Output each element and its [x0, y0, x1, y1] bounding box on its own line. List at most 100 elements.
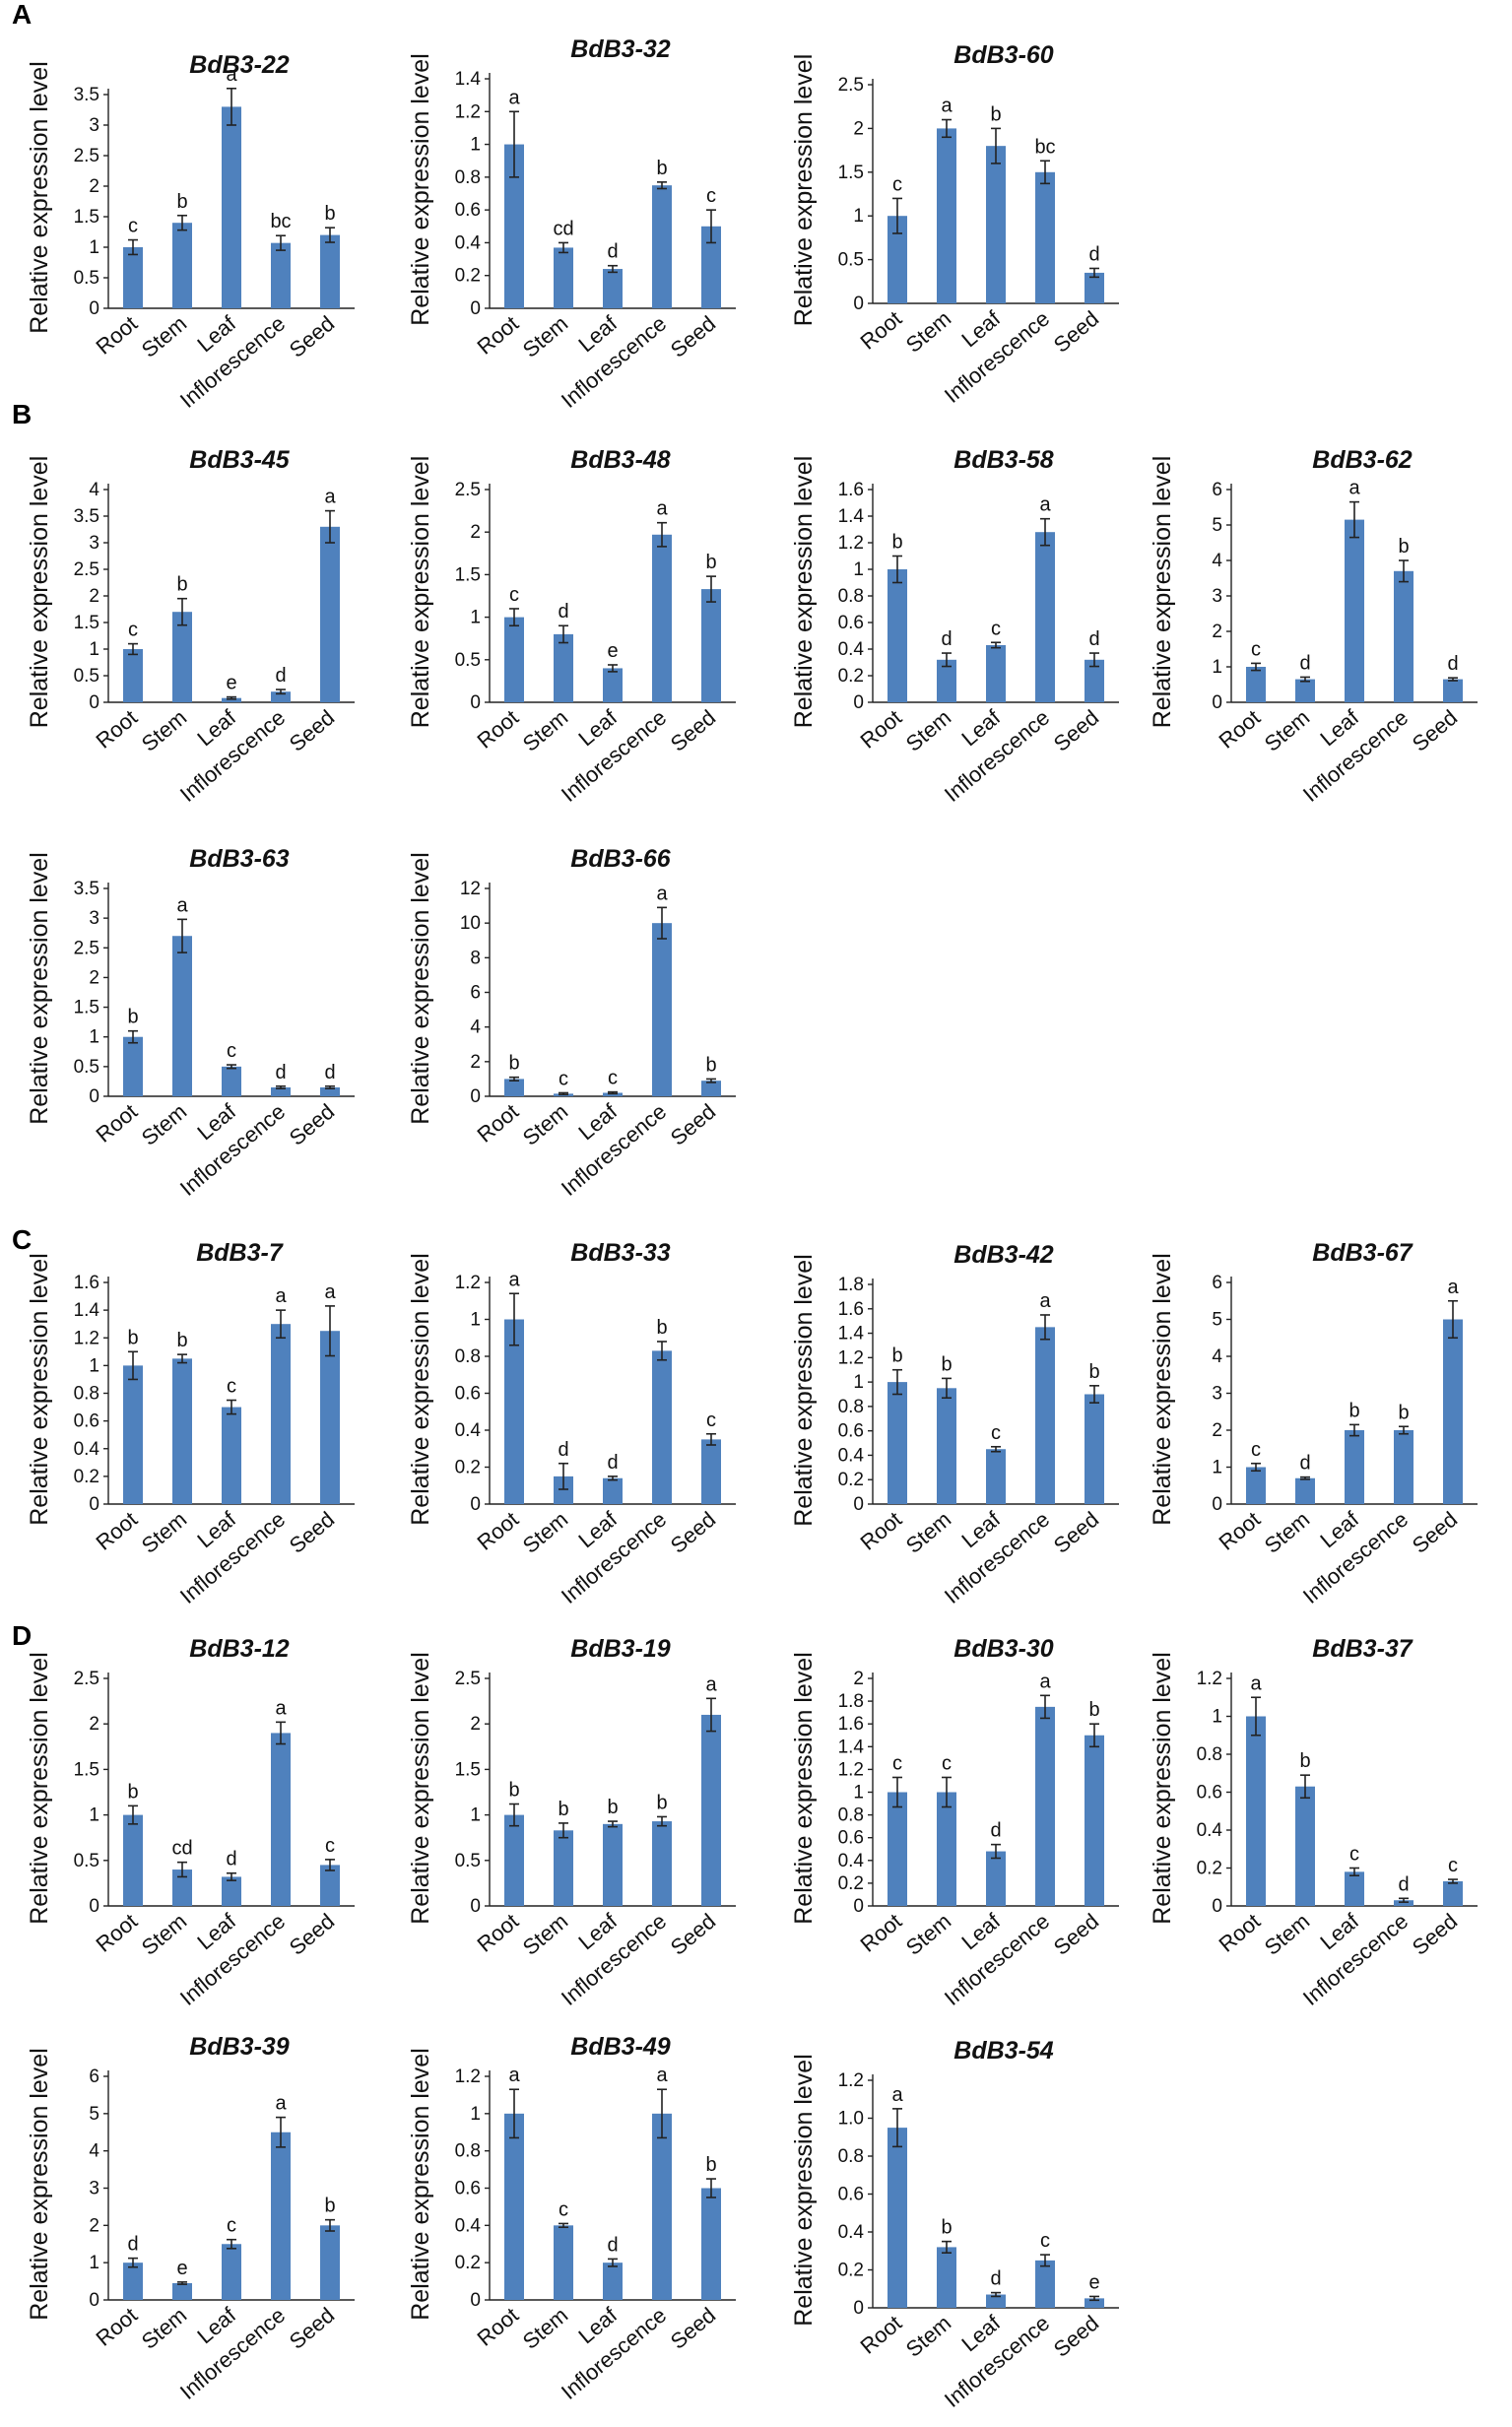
y-tick-label: 1.2 — [455, 1273, 481, 1293]
y-tick-label: 4 — [1212, 1346, 1222, 1367]
bar-stem — [554, 247, 573, 308]
chart-bdb3-60: BdB3-60 Relative expression level 0 0.5 1 1.5… — [790, 41, 1119, 408]
bar-seed — [320, 1865, 340, 1906]
significance-letter: b — [508, 1780, 519, 1802]
significance-letter: d — [558, 601, 568, 623]
significance-letter: b — [176, 574, 187, 596]
bar-inflorescence — [271, 691, 291, 702]
y-axis-label: Relative expression level — [1149, 1652, 1176, 1925]
significance-letter: b — [127, 1007, 138, 1028]
x-tick-label: Seed — [1408, 1507, 1462, 1558]
significance-letter: a — [1039, 1671, 1051, 1692]
significance-letter: c — [1251, 638, 1261, 660]
bar-seed — [1443, 1880, 1463, 1906]
bar-inflorescence — [1394, 1430, 1413, 1504]
y-tick-label: 4 — [89, 480, 99, 500]
y-tick-label: 1.6 — [74, 1273, 99, 1293]
bar-leaf — [222, 1876, 241, 1906]
bar-leaf — [986, 1851, 1006, 1906]
y-tick-label: 0 — [853, 2298, 864, 2319]
bar-seed — [701, 1439, 721, 1504]
significance-letter: b — [656, 1792, 667, 1813]
y-tick-label: 1.4 — [838, 1737, 865, 1757]
bar-seed — [320, 1331, 340, 1504]
chart-bdb3-37: BdB3-37 Relative expression level 0 0.2 0.4 0… — [1149, 1635, 1478, 2010]
y-tick-label: 12 — [460, 879, 481, 899]
significance-letter: d — [990, 1820, 1001, 1842]
y-tick-label: 1.6 — [838, 1714, 864, 1735]
x-tick-label: Stem — [1260, 705, 1314, 756]
significance-letter: e — [607, 640, 618, 662]
y-tick-label: 0.4 — [838, 1851, 865, 1871]
bar-root — [887, 1792, 907, 1906]
bar-root — [123, 1814, 143, 1906]
significance-letter: d — [1088, 243, 1099, 265]
significance-letter: d — [1299, 1453, 1310, 1475]
y-tick-label: 0.5 — [74, 1057, 99, 1078]
bar-stem — [937, 128, 956, 303]
chart-bdb3-54: BdB3-54 Relative expression level 0 0.2 0.4 0… — [790, 2037, 1119, 2412]
significance-letter: d — [607, 1452, 618, 1474]
y-tick-label: 3 — [1212, 586, 1222, 607]
significance-letter: a — [1039, 494, 1051, 516]
x-tick-label: Seed — [285, 1507, 339, 1558]
significance-letter: e — [176, 2258, 187, 2279]
significance-letter: c — [559, 1068, 568, 1089]
y-tick-label: 0.8 — [74, 1384, 99, 1405]
chart-bdb3-67: BdB3-67 Relative expression level 0 1 2 3 4 5 6 c… — [1149, 1239, 1478, 1608]
bar-seed — [320, 234, 340, 308]
significance-letter: b — [891, 532, 902, 554]
y-axis-label: Relative expression level — [407, 2048, 434, 2321]
significance-letter: bc — [270, 211, 291, 232]
bar-inflorescence — [1035, 2260, 1055, 2308]
bar-leaf — [603, 1823, 623, 1906]
y-axis-label: Relative expression level — [790, 54, 818, 327]
significance-letter: c — [227, 1376, 236, 1398]
panel-label-c: C — [12, 1224, 32, 1255]
y-tick-label: 1 — [89, 1027, 99, 1048]
significance-letter: d — [941, 628, 952, 650]
chart-bdb3-49: BdB3-49 Relative expression level 0 0.2 0.4 0… — [407, 2033, 736, 2404]
x-tick-label: Stem — [518, 1909, 572, 1960]
significance-letter: c — [227, 1040, 236, 1062]
y-axis-label: Relative expression level — [407, 456, 434, 729]
y-tick-label: 0.4 — [838, 2222, 865, 2243]
y-tick-label: 0.8 — [1197, 1744, 1222, 1765]
y-tick-label: 2.5 — [74, 559, 99, 580]
bar-leaf — [603, 2263, 623, 2300]
y-tick-label: 0.2 — [74, 1467, 99, 1487]
significance-letter: c — [325, 1835, 335, 1857]
bar-inflorescence — [271, 1086, 291, 1096]
significance-letter: a — [508, 2065, 520, 2086]
chart-title: BdB3-37 — [1312, 1635, 1413, 1663]
significance-letter: e — [1088, 2271, 1099, 2293]
y-tick-label: 6 — [1212, 480, 1222, 500]
bar-stem — [1295, 1477, 1315, 1504]
bar-leaf — [1345, 1871, 1364, 1906]
y-tick-label: 1 — [853, 1783, 864, 1804]
significance-letter: b — [941, 1353, 952, 1375]
significance-letter: c — [1040, 2230, 1050, 2252]
x-tick-label: Seed — [1049, 2311, 1103, 2362]
significance-letter: b — [941, 2217, 952, 2239]
panel-label-a: A — [12, 0, 32, 30]
bar-stem — [172, 1358, 192, 1504]
significance-letter: d — [607, 2234, 618, 2256]
y-tick-label: 1.2 — [838, 1347, 864, 1368]
y-tick-label: 0.8 — [838, 1805, 864, 1826]
y-tick-label: 5 — [1212, 1310, 1222, 1331]
x-tick-label: Stem — [518, 2303, 572, 2354]
significance-letter: c — [942, 1752, 952, 1774]
y-tick-label: 0.8 — [838, 586, 864, 607]
bar-inflorescence — [271, 1733, 291, 1906]
y-axis-label: Relative expression level — [407, 1253, 434, 1526]
significance-letter: b — [1398, 536, 1409, 558]
chart-title: BdB3-49 — [570, 2033, 671, 2061]
significance-letter: c — [991, 618, 1001, 639]
significance-letter: c — [706, 1410, 716, 1431]
bar-stem — [172, 223, 192, 308]
significance-letter: d — [324, 1062, 335, 1083]
y-tick-label: 0.6 — [455, 1384, 481, 1405]
x-tick-label: Stem — [901, 1909, 955, 1960]
bar-inflorescence — [1035, 1327, 1055, 1504]
